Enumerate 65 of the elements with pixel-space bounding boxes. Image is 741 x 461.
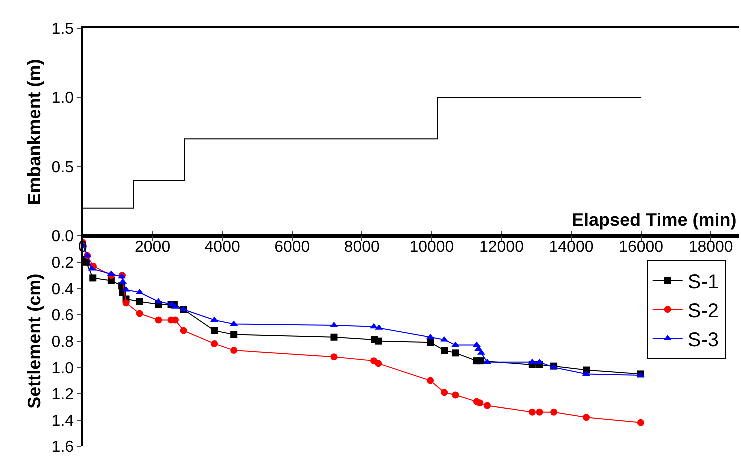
y-tick-label: 1.4 xyxy=(52,412,74,430)
point xyxy=(330,354,338,361)
point xyxy=(90,274,97,282)
y-tick-label: 0.0 xyxy=(52,228,74,246)
point xyxy=(452,342,460,348)
point xyxy=(427,339,434,346)
legend-label: S-3 xyxy=(688,329,720,352)
y-axis-title: Embankment (m) xyxy=(24,59,44,206)
point xyxy=(211,340,218,348)
point xyxy=(375,360,382,368)
point xyxy=(230,331,238,338)
x-tick-label: 16000 xyxy=(619,239,664,256)
x-tick-label: 2000 xyxy=(134,239,171,256)
x-tick-label: 4000 xyxy=(204,239,240,256)
y-tick-label: 0.2 xyxy=(52,255,74,272)
x-tick-label: 12000 xyxy=(479,239,524,256)
point xyxy=(154,298,163,304)
legend-label: S-2 xyxy=(688,300,720,322)
point xyxy=(426,334,435,340)
point xyxy=(107,270,116,276)
point xyxy=(122,300,130,307)
x-axis-title: Elapsed Time (min) xyxy=(572,210,737,230)
point xyxy=(637,419,644,426)
legend-label: S-1 xyxy=(688,271,720,294)
point xyxy=(477,358,484,365)
point xyxy=(211,327,218,334)
point xyxy=(536,358,544,364)
point xyxy=(375,338,382,345)
point xyxy=(88,265,96,271)
y-tick-label: 1.0 xyxy=(52,360,74,378)
point xyxy=(472,342,481,348)
point xyxy=(483,358,492,364)
y-tick-label: 0.4 xyxy=(52,281,74,298)
x-tick-label: 10000 xyxy=(410,239,454,256)
point xyxy=(536,408,544,416)
point xyxy=(441,347,448,354)
point xyxy=(136,310,144,318)
point xyxy=(476,400,484,407)
point xyxy=(550,408,558,416)
y-tick-label: 1.2 xyxy=(52,386,74,404)
point xyxy=(441,389,448,396)
point xyxy=(452,392,460,399)
y-tick-label: 0.6 xyxy=(52,308,74,325)
x-tick-label: 18000 xyxy=(688,239,734,256)
y-axis-title: Settlement (cm) xyxy=(24,274,44,409)
point xyxy=(136,298,144,306)
point xyxy=(528,408,536,416)
x-tick-label: 8000 xyxy=(344,239,380,256)
point xyxy=(484,402,491,410)
y-tick-label: 0.5 xyxy=(52,159,74,176)
point xyxy=(330,334,338,341)
point xyxy=(210,316,219,322)
point xyxy=(427,377,434,384)
y-tick-label: 0.8 xyxy=(52,334,74,351)
y-tick-label: 1.0 xyxy=(52,90,74,108)
y-tick-label: 1.6 xyxy=(52,439,74,456)
point xyxy=(155,316,162,324)
point xyxy=(452,350,460,357)
point xyxy=(528,358,536,364)
x-tick-label: 6000 xyxy=(274,239,310,256)
x-tick-label: 14000 xyxy=(549,239,594,256)
y-tick-label: 1.5 xyxy=(52,20,74,38)
point xyxy=(180,327,188,334)
point xyxy=(230,347,238,354)
point xyxy=(583,414,590,422)
